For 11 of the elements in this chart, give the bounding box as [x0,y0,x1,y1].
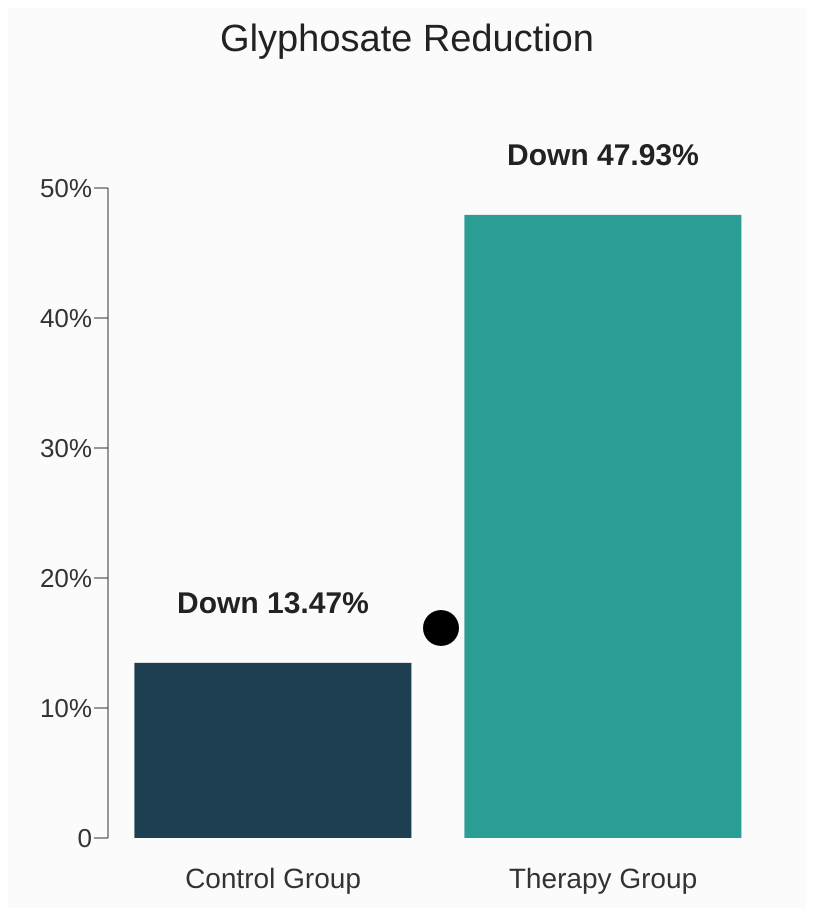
y-tick-label: 0 [78,823,92,854]
y-tick-label: 10% [40,693,92,724]
data-label: Down 47.93% [507,138,699,172]
chart-title: Glyphosate Reduction [219,18,595,61]
y-tick-label: 20% [40,563,92,594]
data-label: Down 13.47% [177,586,369,620]
y-tick-label: 30% [40,433,92,464]
y-tick-label: 50% [40,173,92,204]
y-tick-label: 40% [40,303,92,334]
x-tick-label: Control Group [185,862,361,894]
x-tick-label: Therapy Group [508,862,698,894]
